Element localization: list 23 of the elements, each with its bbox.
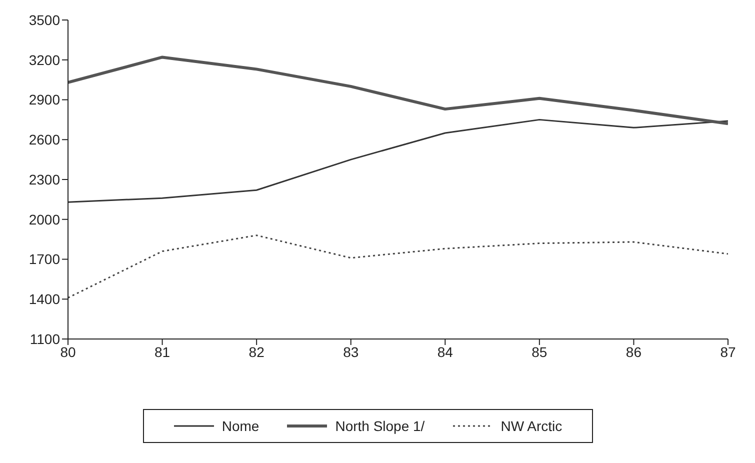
legend-label: NW Arctic [500,418,562,434]
y-tick-label: 3500 [28,12,60,28]
x-tick-label: 80 [60,344,76,360]
y-tick-label: 1100 [30,330,60,347]
x-tick-label: 83 [343,344,359,360]
x-tick-label: 81 [154,344,170,360]
x-tick-label: 87 [720,344,736,360]
x-tick-label: 85 [532,344,548,360]
x-tick-label: 82 [248,344,265,360]
y-tick-label: 2300 [28,171,60,188]
legend-label: North Slope 1/ [334,418,425,434]
y-tick-label: 2000 [28,211,60,228]
y-tick-label: 1400 [28,291,60,308]
y-tick-label: 1700 [28,251,60,268]
line-series [68,56,728,126]
x-tick-label: 86 [626,344,642,360]
x-tick-label: 84 [437,344,454,360]
line-series [68,234,728,299]
legend-label: Nome [220,418,260,434]
y-tick-label: 2900 [28,92,60,108]
y-tick-label: 2600 [28,132,60,148]
line-series [68,118,728,203]
y-tick-label: 3200 [28,52,60,68]
